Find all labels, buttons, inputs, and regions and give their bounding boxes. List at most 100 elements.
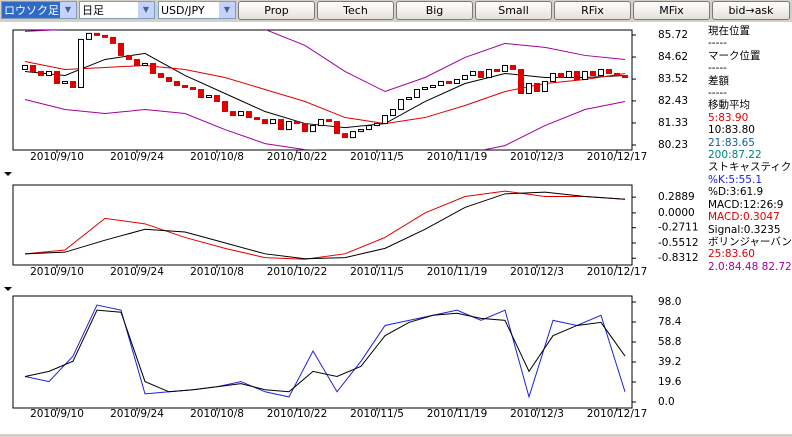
candle — [550, 72, 556, 82]
candle — [422, 86, 428, 90]
indicator-line — [24, 190, 626, 260]
y-tick-label: -0.8312 — [658, 252, 699, 264]
x-tick-label: 2010/12/17 — [587, 266, 648, 278]
toolbar-button[interactable]: Prop — [238, 1, 315, 20]
candle — [214, 95, 220, 103]
candle — [206, 95, 212, 99]
pair-select[interactable]: USD/JPY ▼ — [158, 1, 236, 19]
candle — [414, 88, 420, 99]
candle — [502, 64, 508, 72]
candle — [614, 72, 620, 76]
indicator-line — [24, 30, 626, 93]
toolbar-button[interactable]: Tech — [317, 1, 394, 20]
candle — [302, 123, 308, 133]
side-item: 200:87.22 — [708, 149, 762, 162]
side-item: ストキャスティクス — [708, 161, 792, 174]
y-tick-label: 0.0000 — [658, 207, 695, 219]
indicator-line — [24, 52, 626, 129]
side-item: 現在位置 — [708, 25, 750, 37]
candle — [54, 70, 60, 84]
side-item: ----- — [708, 62, 727, 75]
candle — [118, 42, 124, 56]
side-item: ----- — [708, 87, 727, 100]
y-tick-label: -0.5512 — [658, 237, 699, 249]
x-tick-label: 2010/9/10 — [30, 408, 84, 420]
side-item: MACD:12:26:9 — [708, 198, 784, 211]
candle — [222, 101, 228, 113]
chart-type: ロウソク足 — [4, 4, 59, 17]
period-select[interactable]: 日足 ▼ — [79, 1, 155, 19]
y-tick-label: 85.72 — [658, 29, 688, 41]
toolbar-button[interactable]: bid→ask — [712, 1, 790, 20]
side-item: ボリンジャーバンド — [708, 235, 792, 248]
candle — [326, 119, 332, 123]
side-item: Signal:0.3235 — [708, 223, 781, 236]
pair: USD/JPY — [161, 4, 205, 17]
candle — [102, 34, 108, 38]
y-tick-label: 80.23 — [658, 139, 688, 151]
candle — [374, 123, 380, 127]
x-tick-label: 2010/11/5 — [350, 266, 404, 278]
candle — [78, 38, 84, 88]
candle — [622, 74, 628, 78]
y-tick-label: 0.0 — [658, 396, 675, 408]
candle — [254, 117, 260, 121]
candle — [606, 68, 612, 74]
y-tick-label: 84.62 — [658, 51, 688, 63]
candle — [166, 76, 172, 82]
indicator-line — [24, 60, 626, 125]
side-item: 25:83.60 — [708, 248, 755, 261]
candle — [462, 74, 468, 80]
candle — [70, 80, 76, 88]
toolbar-button[interactable]: MFix — [633, 1, 710, 20]
x-tick-label: 2010/9/24 — [110, 151, 164, 163]
candle — [542, 80, 548, 93]
candle — [126, 54, 132, 60]
candle — [470, 70, 476, 76]
plot-frame — [12, 184, 633, 266]
side-panel: 現在位置 ----- マーク位置 ----- 差額 ----- 移動平均 5:83.90 10:… — [708, 25, 792, 273]
y-tick-label: 39.2 — [658, 356, 681, 368]
candle — [230, 111, 236, 117]
x-tick-label: 2010/12/17 — [587, 151, 648, 163]
candle — [134, 58, 140, 66]
side-item: マーク位置 — [708, 49, 761, 62]
candle — [486, 68, 492, 78]
candle — [142, 62, 148, 66]
candle — [278, 119, 284, 131]
x-tick-label: 2010/12/17 — [587, 408, 648, 420]
side-item: %K:5:55.1 — [708, 173, 762, 186]
y-tick-label: 82.43 — [658, 95, 688, 107]
x-tick-label: 2010/11/5 — [350, 408, 404, 420]
candle — [182, 84, 188, 88]
y-tick-label: 83.52 — [658, 73, 688, 85]
charts: 85.72 84.62 83.52 82.43 81.33 80.23 2010/9/10 2… — [0, 29, 792, 437]
candle — [566, 70, 572, 78]
side-item: 21:83.65 — [708, 136, 755, 149]
candle — [110, 36, 116, 44]
side-item: 5:83.90 — [708, 111, 749, 124]
candle — [478, 70, 484, 78]
toolbar-button[interactable]: RFix — [554, 1, 631, 20]
chart-type-select[interactable]: ロウソク足 ▼ — [1, 1, 77, 19]
x-tick-label: 2010/10/8 — [190, 408, 244, 420]
y-tick-label: 98.0 — [658, 296, 681, 308]
toolbar-button[interactable]: Big — [396, 1, 473, 20]
toolbar-button[interactable]: Small — [475, 1, 552, 20]
x-tick-label: 2010/9/10 — [30, 266, 84, 278]
candle — [406, 97, 412, 101]
x-tick-label: 2010/9/24 — [110, 266, 164, 278]
x-tick-label: 2010/9/10 — [30, 151, 84, 163]
y-tick-label: 19.6 — [658, 376, 682, 388]
splitter-markers — [4, 172, 12, 291]
side-item: %D:3:61.9 — [708, 186, 764, 199]
candle — [582, 70, 588, 80]
candle — [390, 109, 396, 117]
y-tick-label: -0.2711 — [658, 222, 699, 234]
candle — [174, 80, 180, 86]
indicator-line — [24, 309, 626, 393]
candle — [46, 70, 52, 76]
candle — [398, 99, 404, 111]
candle — [598, 68, 604, 76]
candle — [150, 62, 156, 74]
